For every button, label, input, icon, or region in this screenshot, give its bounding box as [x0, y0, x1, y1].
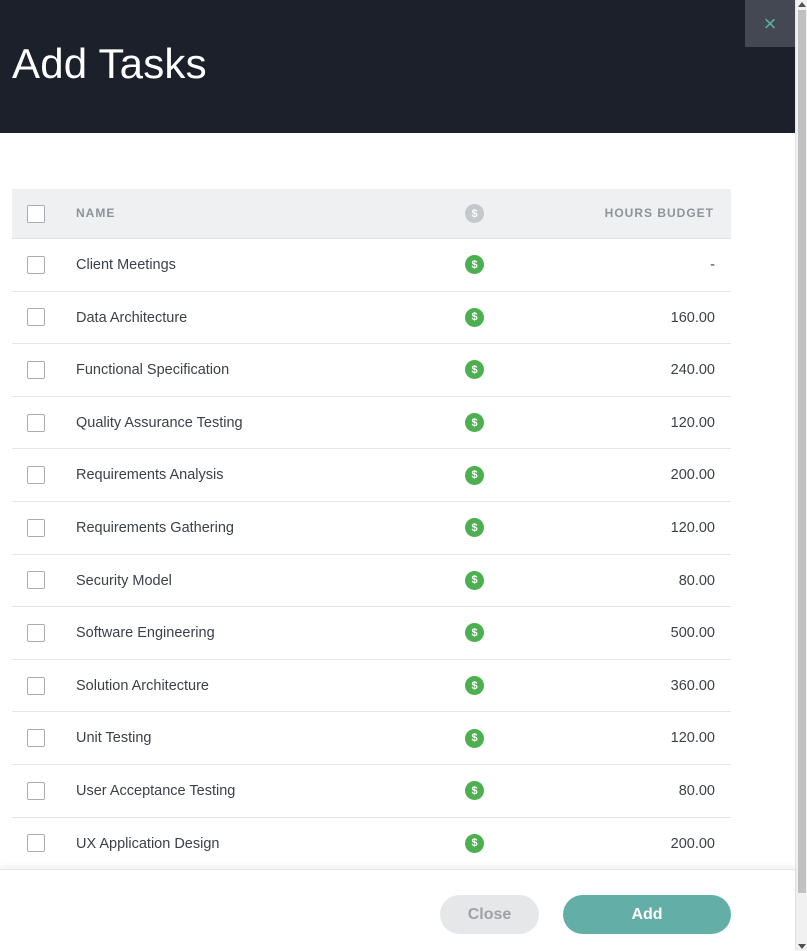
table-row[interactable]: Client Meetings $ - [12, 239, 731, 292]
hours-budget-value: 360.00 [670, 677, 715, 694]
dialog-header: Add Tasks [0, 0, 795, 133]
table-row[interactable]: Security Model $80.00 [12, 554, 731, 608]
billable-dollar-icon: $ [465, 781, 484, 801]
billable-dollar-icon: $ [465, 676, 484, 696]
table-row[interactable]: Software Engineering $500.00 [12, 607, 731, 660]
table-row[interactable]: Unit Testing $120.00 [12, 712, 731, 765]
table-body: Client Meetings $ - Data Architecture $160.0… [12, 239, 731, 871]
select-all-checkbox[interactable] [27, 204, 45, 223]
hours-budget-value: 80.00 [678, 782, 715, 799]
column-header-name[interactable]: NAME [76, 206, 116, 220]
billable-dollar-icon: $ [465, 518, 484, 538]
billable-dollar-icon: $ [465, 833, 484, 853]
row-checkbox[interactable] [27, 571, 45, 590]
tasks-table: NAME $ HOURS BUDGET Client Meetings $ - Dat… [12, 189, 731, 871]
table-row[interactable]: Solution Architecture $360.00 [12, 659, 731, 713]
billable-dollar-icon: $ [465, 728, 484, 748]
hours-budget-value: 200.00 [670, 835, 715, 852]
column-header-hours-budget[interactable]: HOURS BUDGET [604, 206, 714, 220]
scroll-up-arrow-icon[interactable] [798, 2, 806, 7]
scrollbar[interactable] [795, 0, 807, 951]
row-checkbox[interactable] [27, 255, 45, 274]
row-checkbox[interactable] [27, 518, 45, 537]
close-button[interactable]: Close [440, 895, 539, 934]
task-name: Client Meetings [76, 257, 176, 273]
hours-budget-value: - [710, 257, 715, 273]
row-checkbox[interactable] [27, 834, 45, 853]
task-name: Quality Assurance Testing [76, 414, 243, 431]
row-checkbox[interactable] [27, 781, 45, 800]
task-name: Software Engineering [76, 625, 215, 642]
task-name: Solution Architecture [76, 677, 209, 694]
page-title: Add Tasks [12, 40, 207, 87]
billable-dollar-icon: $ [465, 413, 484, 433]
table-row[interactable]: User Acceptance Testing $80.00 [12, 764, 731, 818]
table-row[interactable]: UX Application Design $200.00 [12, 817, 731, 871]
row-checkbox[interactable] [27, 413, 45, 432]
row-checkbox[interactable] [27, 729, 45, 748]
billable-dollar-icon: $ [465, 623, 484, 643]
task-name: Data Architecture [76, 309, 188, 326]
table-row[interactable]: Requirements Gathering $120.00 [12, 501, 731, 555]
row-checkbox[interactable] [27, 466, 45, 485]
billable-dollar-icon: $ [465, 307, 484, 327]
table-row[interactable]: Functional Specification $240.00 [12, 344, 731, 397]
hours-budget-value: 160.00 [670, 309, 715, 326]
row-checkbox[interactable] [27, 308, 45, 327]
table-header: NAME $ HOURS BUDGET [12, 189, 731, 239]
row-checkbox[interactable] [27, 360, 45, 379]
task-name: User Acceptance Testing [76, 782, 236, 799]
task-name: Security Model [76, 572, 172, 589]
row-checkbox[interactable] [27, 676, 45, 695]
billable-dollar-icon: $ [465, 204, 484, 223]
task-name: Functional Specification [76, 362, 230, 379]
scroll-down-arrow-icon[interactable] [798, 944, 806, 949]
dialog-footer: Close Add [0, 869, 795, 951]
hours-budget-value: 500.00 [670, 625, 715, 642]
billable-dollar-icon: $ [465, 570, 484, 590]
hours-budget-value: 200.00 [670, 467, 715, 484]
add-button[interactable]: Add [563, 895, 731, 934]
hours-budget-value: 120.00 [670, 730, 715, 747]
billable-dollar-icon: $ [465, 360, 484, 380]
table-row[interactable]: Data Architecture $160.00 [12, 291, 731, 345]
hours-budget-value: 240.00 [670, 362, 715, 379]
billable-dollar-icon: $ [465, 465, 484, 485]
table-row[interactable]: Quality Assurance Testing $120.00 [12, 396, 731, 450]
task-name: Unit Testing [76, 730, 152, 747]
row-checkbox[interactable] [27, 623, 45, 642]
hours-budget-value: 120.00 [670, 414, 715, 431]
table-row[interactable]: Requirements Analysis $200.00 [12, 449, 731, 502]
hours-budget-value: 120.00 [670, 519, 715, 536]
close-icon[interactable]: × [745, 0, 795, 47]
hours-budget-value: 80.00 [678, 572, 715, 589]
task-name: UX Application Design [76, 835, 220, 852]
task-name: Requirements Gathering [76, 519, 234, 536]
task-name: Requirements Analysis [76, 467, 224, 484]
scrollbar-thumb[interactable] [798, 10, 806, 893]
billable-dollar-icon: $ [465, 255, 484, 275]
